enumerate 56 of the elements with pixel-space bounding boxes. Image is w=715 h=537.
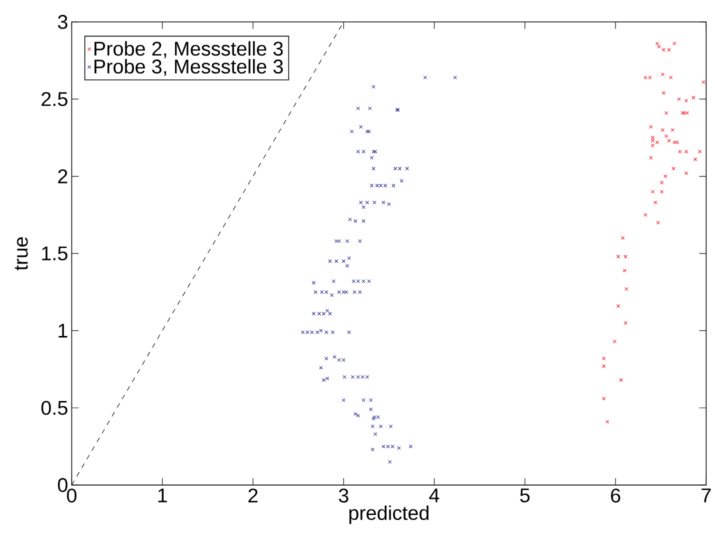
point [624, 321, 628, 325]
point [602, 364, 606, 368]
point [684, 150, 688, 154]
point [616, 304, 620, 308]
y-tick-label: 2 [58, 169, 68, 184]
point [668, 76, 673, 80]
point [672, 42, 676, 46]
point [657, 44, 661, 49]
point [664, 111, 668, 115]
point [698, 150, 702, 154]
point [650, 190, 655, 194]
y-tick-label: 2.5 [42, 92, 68, 106]
x-tick-label: 7 [702, 488, 711, 502]
point [606, 420, 610, 424]
point [655, 42, 660, 46]
point [649, 156, 653, 160]
x-tick-label: 5 [520, 488, 530, 502]
point [650, 144, 655, 148]
point [660, 180, 664, 184]
point [684, 98, 688, 103]
legend-label: Probe 2, Messstelle 3 [94, 41, 283, 58]
point [644, 213, 648, 217]
point [602, 396, 606, 401]
point [660, 128, 665, 132]
point [660, 72, 665, 76]
y-tick-label: 1.5 [42, 246, 68, 260]
y-axis-title: true [14, 237, 28, 270]
x-tick-label: 4 [429, 488, 440, 502]
point [693, 158, 698, 162]
point [664, 174, 668, 178]
point [670, 128, 674, 132]
point [664, 134, 668, 138]
x-tick-label: 3 [338, 488, 348, 503]
y-tick-label: 3 [58, 14, 68, 30]
point [667, 139, 671, 143]
point [624, 254, 628, 258]
y-tick-label: 0.5 [41, 400, 68, 415]
legend-label: Probe 3, Messstelle 3 [94, 59, 283, 76]
point [684, 171, 688, 176]
y-tick-label: 1 [58, 324, 68, 338]
point [619, 378, 623, 382]
point [624, 287, 628, 291]
point [622, 268, 626, 272]
point [602, 356, 606, 360]
point [616, 254, 620, 258]
point [654, 200, 658, 204]
point [702, 80, 706, 84]
x-tick-label: 2 [248, 488, 258, 502]
x-tick-label: 6 [611, 488, 620, 503]
x-tick-label: 1 [158, 488, 167, 502]
y-tick-label: 0 [58, 478, 68, 492]
point [612, 340, 616, 344]
point [677, 97, 681, 102]
point [672, 140, 676, 144]
x-axis-title: predicted [349, 506, 428, 524]
point [620, 236, 625, 240]
